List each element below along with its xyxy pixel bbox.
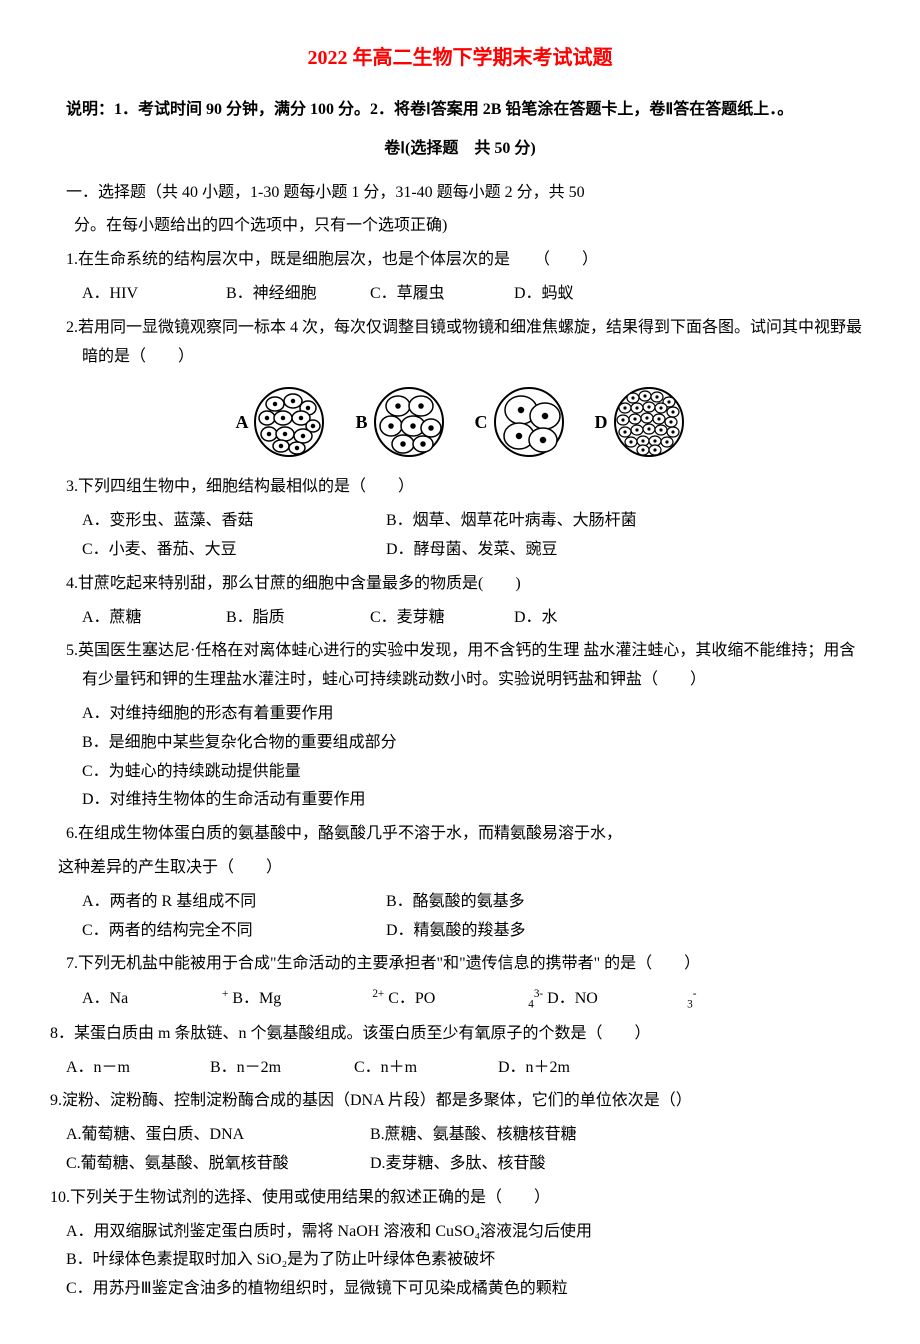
q5-opt-a: A．对维持细胞的形态有着重要作用 [82,700,870,729]
q7-opt-d: D．NO3- [547,984,696,1015]
q8-opt-d: D．n＋2m [498,1054,638,1083]
q1-opt-c: C．草履虫 [370,280,510,309]
question-2: 2.若用同一显微镜观察同一标本 4 次，每次仅调整目镜或物镜和细准焦螺旋，结果得… [66,314,870,372]
q1-opt-a: A．HIV [82,280,222,309]
q6-opt-b: B．酪氨酸的氨基多 [386,888,686,917]
question-9: 9.淀粉、淀粉酶、控制淀粉酶合成的基因（DNA 片段）都是多聚体，它们的单位依次… [50,1087,870,1116]
question-1-options: A．HIV B．神经细胞 C．草履虫 D．蚂蚁 [82,280,870,309]
q5-opt-c: C．为蛙心的持续跳动提供能量 [82,758,870,787]
q4-opt-c: C．麦芽糖 [370,604,510,633]
q10-opt-a: A．用双缩脲试剂鉴定蛋白质时，需将 NaOH 溶液和 CuSO₄溶液混匀后使用 [66,1218,870,1247]
diagram-a-label: A [235,406,248,438]
q9-opt-b: B.蔗糖、氨基酸、核糖核苷糖 [370,1121,670,1150]
q4-opt-d: D．水 [514,604,654,633]
q3-opt-d: D．酵母菌、发菜、豌豆 [386,536,686,565]
question-6: 6.在组成生物体蛋白质的氨基酸中，酪氨酸几乎不溶于水，而精氨酸易溶于水， [66,820,870,849]
question-7-options: A．Na+ B．Mg2+ C．PO43- D．NO3- [82,984,870,1015]
q6-opt-a: A．两者的 R 基组成不同 [82,888,382,917]
diagram-c: C [475,386,565,458]
q8-opt-c: C．n＋m [354,1054,494,1083]
cell-diagram-a-icon [253,386,325,458]
question-6-options: A．两者的 R 基组成不同 B．酪氨酸的氨基多 C．两者的结构完全不同 D．精氨… [82,888,870,946]
q5-opt-b: B．是细胞中某些复杂化合物的重要组成部分 [82,729,870,758]
q10-opt-c: C．用苏丹Ⅲ鉴定含油多的植物组织时，显微镜下可见染成橘黄色的颗粒 [66,1275,870,1304]
question-10-options: A．用双缩脲试剂鉴定蛋白质时，需将 NaOH 溶液和 CuSO₄溶液混匀后使用 … [66,1218,870,1304]
q3-opt-c: C．小麦、番茄、大豆 [82,536,382,565]
q9-opt-c: C.葡萄糖、氨基酸、脱氧核苷酸 [66,1150,366,1179]
question-9-options: A.葡萄糖、蛋白质、DNA B.蔗糖、氨基酸、核糖核苷糖 C.葡萄糖、氨基酸、脱… [66,1121,870,1179]
q4-opt-b: B．脂质 [226,604,366,633]
question-8-options: A．n－m B．n－2m C．n＋m D．n＋2m [66,1054,870,1083]
q5-opt-d: D．对维持生物体的生命活动有重要作用 [82,786,870,815]
question-6-line2: 这种差异的产生取决于（ ） [58,854,870,883]
q4-opt-a: A．蔗糖 [82,604,222,633]
q3-opt-a: A．变形虫、蓝藻、香菇 [82,507,382,536]
q7-opt-b: B．Mg2+ [232,984,384,1014]
diagram-d: D [595,386,685,458]
page-title: 2022 年高二生物下学期末考试试题 [50,40,870,76]
cell-diagram-d-icon [613,386,685,458]
question-7: 7.下列无机盐中能被用于合成"生命活动的主要承担者"和"遗传信息的携带者" 的是… [66,950,870,979]
q1-opt-b: B．神经细胞 [226,280,366,309]
question-10: 10.下列关于生物试剂的选择、使用或使用结果的叙述正确的是（ ） [50,1184,870,1213]
question-3-options: A．变形虫、蓝藻、香菇 B．烟草、烟草花叶病毒、大肠杆菌 C．小麦、番茄、大豆 … [82,507,870,565]
diagram-a: A [235,386,325,458]
q8-opt-a: A．n－m [66,1054,206,1083]
cell-diagram-b-icon [373,386,445,458]
q6-opt-d: D．精氨酸的羧基多 [386,917,686,946]
section-desc-2: 分。在每小题给出的四个选项中，只有一个选项正确) [74,212,870,241]
diagram-d-label: D [595,406,608,438]
question-5: 5.英国医生塞达尼·任格在对离体蛙心进行的实验中发现，用不含钙的生理 盐水灌注蛙… [66,637,870,695]
q10-opt-b: B．叶绿体色素提取时加入 SiO₂是为了防止叶绿体色素被破坏 [66,1246,870,1275]
q3-opt-b: B．烟草、烟草花叶病毒、大肠杆菌 [386,507,686,536]
q1-opt-d: D．蚂蚁 [514,280,654,309]
q6-opt-c: C．两者的结构完全不同 [82,917,382,946]
question-3: 3.下列四组生物中，细胞结构最相似的是（ ） [66,473,870,502]
question-8: 8．某蛋白质由 m 条肽链、n 个氨基酸组成。该蛋白质至少有氧原子的个数是（ ） [50,1020,870,1049]
q9-opt-d: D.麦芽糖、多肽、核苷酸 [370,1150,670,1179]
diagram-b-label: B [355,406,367,438]
question-5-options: A．对维持细胞的形态有着重要作用 B．是细胞中某些复杂化合物的重要组成部分 C．… [82,700,870,815]
diagram-b: B [355,386,444,458]
section-header: 卷Ⅰ(选择题 共 50 分) [50,135,870,164]
instructions: 说明：1．考试时间 90 分钟，满分 100 分。2．将卷Ⅰ答案用 2B 铅笔涂… [50,96,870,125]
question-2-diagrams: A B [50,386,870,458]
section-desc-1: 一．选择题（共 40 小题，1-30 题每小题 1 分，31-40 题每小题 2… [66,179,870,208]
question-4: 4.甘蔗吃起来特别甜，那么甘蔗的细胞中含量最多的物质是( ) [66,570,870,599]
q7-opt-c: C．PO43- [388,984,543,1015]
cell-diagram-c-icon [493,386,565,458]
q8-opt-b: B．n－2m [210,1054,350,1083]
diagram-c-label: C [475,406,488,438]
q7-opt-a: A．Na+ [82,984,228,1014]
q9-opt-a: A.葡萄糖、蛋白质、DNA [66,1121,366,1150]
question-1: 1.在生命系统的结构层次中，既是细胞层次，也是个体层次的是 （ ） [66,246,870,275]
question-4-options: A．蔗糖 B．脂质 C．麦芽糖 D．水 [82,604,870,633]
